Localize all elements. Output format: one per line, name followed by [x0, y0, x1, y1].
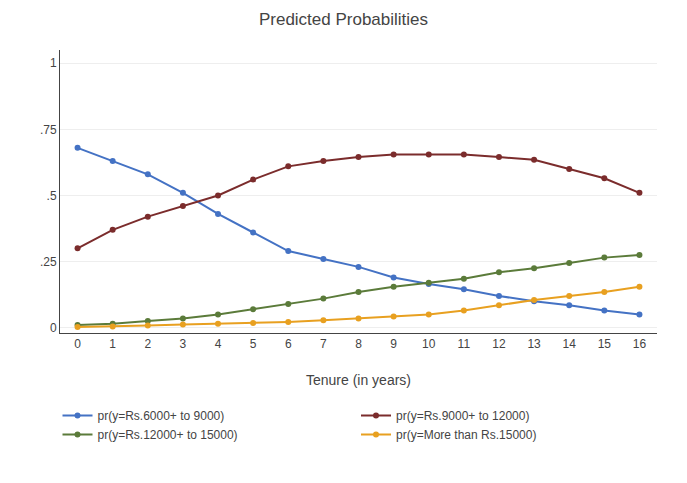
svg-text:3: 3	[180, 337, 187, 351]
svg-text:pr(y=Rs.12000+ to 15000): pr(y=Rs.12000+ to 15000)	[98, 428, 238, 442]
svg-text:10: 10	[422, 337, 436, 351]
svg-text:5: 5	[250, 337, 257, 351]
svg-text:0: 0	[74, 337, 81, 351]
svg-text:11: 11	[458, 337, 471, 351]
svg-text:14: 14	[563, 337, 577, 351]
svg-text:7: 7	[320, 337, 327, 351]
svg-text:8: 8	[355, 337, 362, 351]
svg-text:Tenure (in years): Tenure (in years)	[306, 372, 411, 388]
svg-text:15: 15	[598, 337, 612, 351]
svg-text:9: 9	[390, 337, 397, 351]
svg-text:pr(y=More than Rs.15000): pr(y=More than Rs.15000)	[396, 428, 536, 442]
svg-text:4: 4	[215, 337, 222, 351]
svg-text:1: 1	[50, 56, 57, 70]
svg-text:2: 2	[144, 337, 151, 351]
svg-text:.75: .75	[40, 123, 57, 137]
svg-text:13: 13	[527, 337, 541, 351]
svg-text:16: 16	[633, 337, 647, 351]
svg-text:.25: .25	[40, 255, 57, 269]
svg-text:.5: .5	[47, 189, 57, 203]
svg-text:12: 12	[492, 337, 506, 351]
svg-text:pr(y=Rs.9000+ to 12000): pr(y=Rs.9000+ to 12000)	[396, 409, 529, 423]
svg-text:6: 6	[285, 337, 292, 351]
svg-text:pr(y=Rs.6000+ to 9000): pr(y=Rs.6000+ to 9000)	[98, 409, 225, 423]
svg-text:Predicted Probabilities: Predicted Probabilities	[259, 10, 428, 29]
svg-text:0: 0	[50, 321, 57, 335]
svg-text:1: 1	[109, 337, 116, 351]
